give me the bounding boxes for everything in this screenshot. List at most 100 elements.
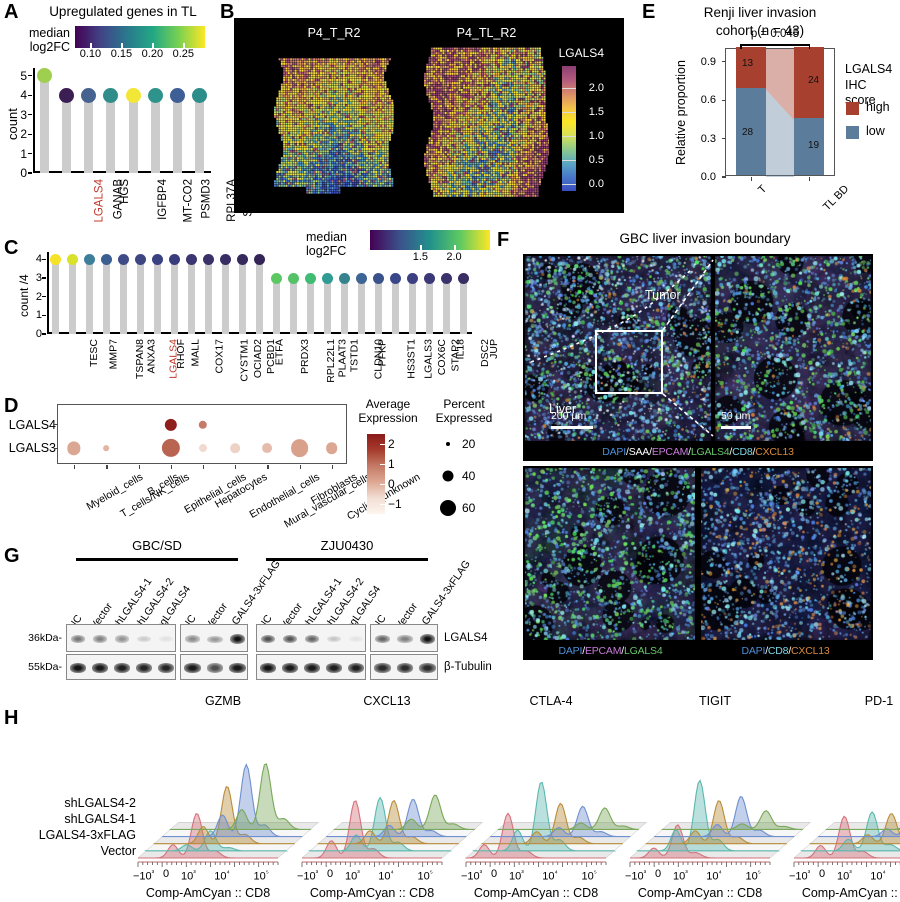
panel-b-colorbar-tick-label: 1.0: [588, 129, 604, 142]
blot-tubulin-0: [66, 654, 176, 680]
ridge-title-CXCL13: CXCL13: [363, 694, 411, 708]
ridge-density-LGALS4-3xFLAG: [144, 830, 289, 852]
blot-band: [303, 663, 321, 673]
colorbar-tick-label: 0.10: [79, 48, 102, 60]
stacked-bar-TL BD: [794, 47, 824, 175]
panel-e: E Renji liver invasion cohort (n = 43) 1…: [640, 0, 900, 222]
blot-group-title-1: ZJU0430: [320, 538, 374, 553]
blot-band: [69, 663, 87, 673]
panel-b-colorbar-tick-label: 1.5: [588, 105, 604, 118]
panel-b-colorbar-tick-mark: [562, 111, 576, 114]
lollipop-stem: [61, 95, 71, 173]
y-tick-label: 4: [35, 253, 42, 266]
lollipop-stem: [391, 278, 399, 334]
lollipop-stem: [102, 259, 110, 334]
x-category-label: LGALS4: [93, 179, 106, 223]
x-category-label: TSPAN8: [134, 339, 147, 380]
scale-bar-50um: [721, 426, 751, 429]
caption-segment-1: /: [625, 446, 629, 458]
ridge-density-shLGALS4-2: [654, 796, 795, 838]
lollipop-stem: [255, 259, 263, 334]
legend-title-wrap: LGALS4 IHC score: [845, 62, 900, 109]
y-tick-label: 2: [20, 127, 27, 142]
panel-b-colorbar-tick-mark: [562, 135, 576, 138]
avg-tick-label: 2: [388, 437, 395, 451]
ridge-density-shLGALS4-2: [326, 798, 467, 838]
lollipop-dot: [36, 68, 52, 84]
panel-g-letter: G: [4, 545, 20, 567]
ridge-x-axis-label-4: Comp-AmCyan :: CD8: [801, 886, 900, 900]
caption-segment-3: /: [649, 446, 652, 458]
ridge-x-tick-0: −10³: [461, 868, 483, 883]
panel-e-plot: 13 28 T 24 19 TL BD 0.0 0.3 0.6 0.9 Relative propo…: [674, 47, 851, 213]
blot-band: [374, 634, 391, 644]
mw-label-55: 55kDa-: [28, 661, 62, 673]
x-category-label: TL BD: [821, 183, 852, 214]
colorbar-tick-mark: [152, 43, 154, 48]
y-tick-mark: [722, 138, 726, 140]
blot-band: [281, 663, 299, 673]
caption-segment-bl-4: LGALS4: [624, 645, 663, 657]
lollipop-stem: [289, 278, 297, 334]
ridgeline-plot-CTLA-4: [465, 781, 648, 867]
blot-band: [397, 635, 413, 643]
y-tick-label: 3: [20, 107, 27, 122]
panel-b-letter: B: [220, 1, 235, 23]
immunofluorescence-image-lg: [525, 468, 695, 640]
caption-segment-bl-1: /: [582, 645, 585, 657]
x-category-label: IL18: [454, 339, 467, 360]
panel-g: G GBC/SD ZJU0430 NC Vector shLGALS4-1 shLGALS…: [0, 536, 500, 688]
lollipop-stem: [357, 278, 365, 334]
panel-b-colorbar-title: LGALS4: [558, 46, 604, 60]
caption-segment-bl-3: /: [621, 645, 624, 657]
caption-segment-br-1: /: [765, 645, 768, 657]
caption-segment-7: /: [729, 446, 733, 458]
panel-a-plot: 0 1 2 3 4 5 LGALS4 GANAB HGS IGFBP4 MT-CO2 PSMD3 RPL…: [5, 68, 255, 222]
x-category-label: TSTD1: [348, 339, 361, 373]
ridge-density-shLGALS4-1: [809, 813, 900, 845]
ridge-row-label-2: LGALS4-3xFLAG: [38, 828, 136, 842]
x-category-label: TESC: [88, 339, 101, 368]
y-tick-mark: [28, 75, 32, 77]
x-category-label: PSMD3: [200, 179, 213, 219]
blot-band: [229, 663, 247, 673]
panel-c: C median log2FC 1.5 2.0 0 1 2 3 4 TESC MMP7 TSPA…: [0, 228, 500, 400]
blot-band: [419, 663, 437, 673]
panel-b-colorbar-tick-label: 0.0: [588, 177, 604, 190]
ridge-x-tick-3: 10⁴: [214, 868, 230, 883]
panel-f-bottom-block: DAPI / EPCAM / LGALS4 DAPI / CD8/CXCL13: [523, 466, 873, 660]
x-category-label: MALL: [189, 339, 202, 367]
caption-segment-2: SAA: [628, 446, 650, 458]
ridgeline-plot-TIGIT: [629, 779, 812, 867]
ridge-x-tick-2: 10³: [837, 868, 852, 883]
y-tick-mark: [722, 99, 726, 101]
panel-a-colorbar: [75, 26, 205, 48]
legend-swatch-low: [846, 126, 859, 139]
colorbar-tick-label: 1.5: [412, 251, 429, 263]
panel-c-letter: C: [4, 237, 19, 259]
blot-lgals4-3: [370, 624, 438, 652]
blot-lane-label: LGALS4-3xFLAG: [415, 558, 473, 632]
pct-legend-dot: [442, 470, 454, 482]
blot-band: [136, 636, 152, 642]
ridge-density-shLGALS4-1: [317, 799, 459, 845]
blot-lgals4-2: [256, 624, 366, 652]
lollipop-dot: [169, 253, 180, 265]
ridge-title-TIGIT: TIGIT: [699, 694, 731, 708]
dotplot-dot: [103, 445, 110, 452]
panel-b-colorbar: [562, 66, 576, 191]
blot-band: [373, 663, 391, 673]
x-category-label: COX6C: [436, 339, 449, 376]
spatial-tile-TL: [424, 43, 549, 198]
panel-b-colorbar-tick-mark: [562, 87, 576, 90]
ridge-row-label-0: shLGALS4-2: [64, 796, 136, 810]
blot-tubulin-1: [180, 654, 248, 680]
count-low-TL BD: 19: [808, 140, 820, 152]
ridge-density-Vector: [138, 813, 278, 859]
lollipop-stem: [272, 278, 280, 334]
blot-group-underline-0: [76, 558, 238, 561]
lollipop-stem: [340, 278, 348, 334]
ridge-x-tick-0: −10³: [789, 868, 811, 883]
panel-f-caption-bottom-left: DAPI / EPCAM / LGALS4: [523, 642, 698, 660]
lollipop-dot: [305, 272, 316, 284]
